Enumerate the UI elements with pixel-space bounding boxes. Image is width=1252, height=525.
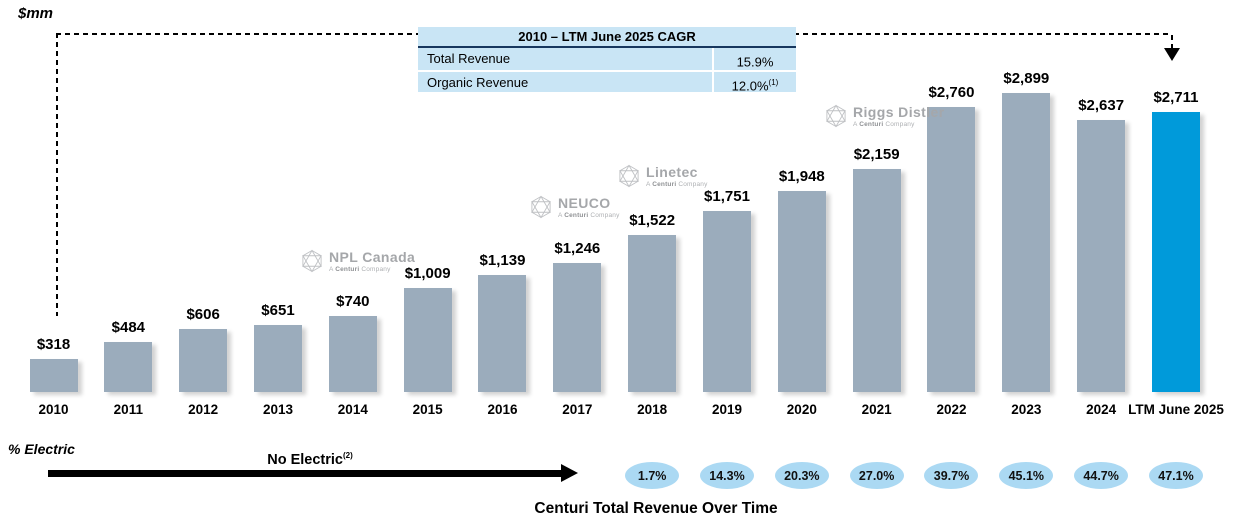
x-axis-label: 2011 — [113, 402, 143, 417]
bar-value-label: $484 — [111, 319, 146, 336]
bar-value-label: $651 — [261, 302, 295, 319]
bar-LTM June 2025 — [1151, 112, 1200, 392]
bar-value-label: $606 — [186, 306, 220, 323]
x-axis-label: 2022 — [936, 402, 967, 417]
bar-value-label: $2,637 — [1078, 97, 1125, 114]
bar-2018 — [628, 235, 677, 392]
x-axis-label: 2021 — [861, 402, 892, 417]
electric-axis-label: % Electric — [8, 441, 75, 457]
bar-2020 — [777, 191, 826, 392]
x-axis-label: 2016 — [487, 402, 518, 417]
no-electric-label: No Electric(2) — [160, 451, 460, 468]
bar-2010 — [29, 359, 78, 392]
bar-value-label: $2,760 — [928, 84, 975, 101]
x-axis-label: LTM June 2025 — [1128, 402, 1224, 417]
electric-pct-badge: 45.1% — [999, 462, 1054, 489]
bar-value-label: $1,948 — [778, 168, 825, 185]
logo-company-name: Linetec — [646, 164, 698, 180]
bar-2014 — [328, 316, 377, 392]
x-axis-label: 2015 — [412, 402, 443, 417]
cagr-value-text: 12.0% — [731, 78, 769, 94]
no-electric-arrowhead-icon — [561, 464, 578, 482]
x-axis-label: 2012 — [188, 402, 219, 417]
x-axis-label: 2018 — [637, 402, 668, 417]
x-axis-label: 2014 — [337, 402, 368, 417]
x-axis-label: 2023 — [1011, 402, 1042, 417]
logo-tagline: A Centuri Company — [646, 181, 708, 188]
electric-pct-badge: 44.7% — [1074, 462, 1129, 489]
electric-pct-badge: 47.1% — [1148, 462, 1203, 489]
hexagon-wireframe-icon — [824, 104, 848, 133]
cagr-row-organic-revenue: Organic Revenue 12.0%(1) — [418, 70, 796, 94]
company-logo-riggs-distler: Riggs Distler A Centuri Company — [824, 104, 945, 133]
bar-2012 — [179, 329, 228, 392]
bar-value-label: $1,522 — [629, 212, 676, 229]
electric-pct-badge: 1.7% — [625, 462, 680, 489]
bar-2016 — [478, 275, 527, 392]
cagr-table: 2010 – LTM June 2025 CAGR Total Revenue … — [418, 27, 796, 94]
bar-value-label: $1,246 — [554, 240, 601, 257]
hexagon-wireframe-icon — [529, 195, 553, 224]
bar-value-label: $740 — [336, 293, 370, 310]
bar-value-label: $1,751 — [704, 188, 750, 205]
bar-value-label: $318 — [36, 336, 71, 353]
bar-2019 — [702, 211, 751, 392]
no-electric-text: No Electric — [267, 451, 343, 468]
x-axis-label: 2010 — [38, 402, 69, 417]
x-axis-label: 2020 — [786, 402, 817, 417]
bar-2017 — [553, 263, 602, 392]
chart-title: Centuri Total Revenue Over Time — [534, 500, 778, 517]
bar-2013 — [253, 325, 302, 392]
cagr-row-value: 15.9% — [712, 48, 796, 70]
bar-2011 — [104, 342, 153, 392]
hexagon-wireframe-icon — [617, 164, 641, 193]
no-electric-arrow — [48, 470, 562, 477]
cagr-table-header: 2010 – LTM June 2025 CAGR — [418, 27, 796, 48]
y-axis-unit-label: $mm — [18, 5, 54, 22]
x-axis-label: 2017 — [562, 402, 593, 417]
cagr-row-value: 12.0%(1) — [712, 72, 796, 94]
x-axis-label: 2024 — [1086, 402, 1117, 417]
logo-tagline: A Centuri Company — [329, 266, 391, 273]
cagr-value-footnote: (1) — [768, 78, 779, 87]
no-electric-footnote: (2) — [342, 451, 353, 460]
logo-company-name: NPL Canada — [329, 249, 416, 265]
down-arrow-icon — [1164, 48, 1180, 61]
logo-company-name: NEUCO — [558, 195, 611, 211]
electric-pct-badge: 39.7% — [924, 462, 979, 489]
company-logo-linetec: Linetec A Centuri Company — [617, 164, 708, 193]
electric-pct-badge: 14.3% — [699, 462, 754, 489]
logo-tagline: A Centuri Company — [853, 121, 915, 128]
bar-2024 — [1077, 120, 1126, 392]
cagr-value-text: 15.9% — [736, 54, 774, 70]
electric-pct-badge: 27.0% — [849, 462, 904, 489]
bar-value-label: $1,009 — [404, 265, 451, 282]
x-axis-label: 2013 — [262, 402, 293, 417]
dashed-line-vertical-left — [56, 33, 58, 316]
bar-2015 — [403, 288, 452, 392]
company-logo-neuco: NEUCO A Centuri Company — [529, 195, 620, 224]
dashed-line-vertical-right — [1171, 35, 1173, 49]
bar-value-label: $2,159 — [853, 146, 900, 163]
logo-tagline: A Centuri Company — [558, 212, 620, 219]
bar-2022 — [927, 107, 976, 392]
bar-2023 — [1002, 93, 1051, 392]
x-axis-label: 2019 — [711, 402, 742, 417]
bar-value-label: $2,711 — [1153, 89, 1199, 106]
hexagon-wireframe-icon — [300, 249, 324, 278]
bar-value-label: $1,139 — [479, 252, 526, 269]
cagr-row-total-revenue: Total Revenue 15.9% — [418, 48, 796, 70]
logo-company-name: Riggs Distler — [853, 104, 945, 120]
cagr-row-label: Total Revenue — [427, 51, 511, 66]
bar-2021 — [852, 169, 901, 392]
electric-pct-badge: 20.3% — [774, 462, 829, 489]
company-logo-npl-canada: NPL Canada A Centuri Company — [300, 249, 415, 278]
bar-value-label: $2,899 — [1003, 70, 1050, 87]
cagr-row-label: Organic Revenue — [427, 75, 529, 90]
